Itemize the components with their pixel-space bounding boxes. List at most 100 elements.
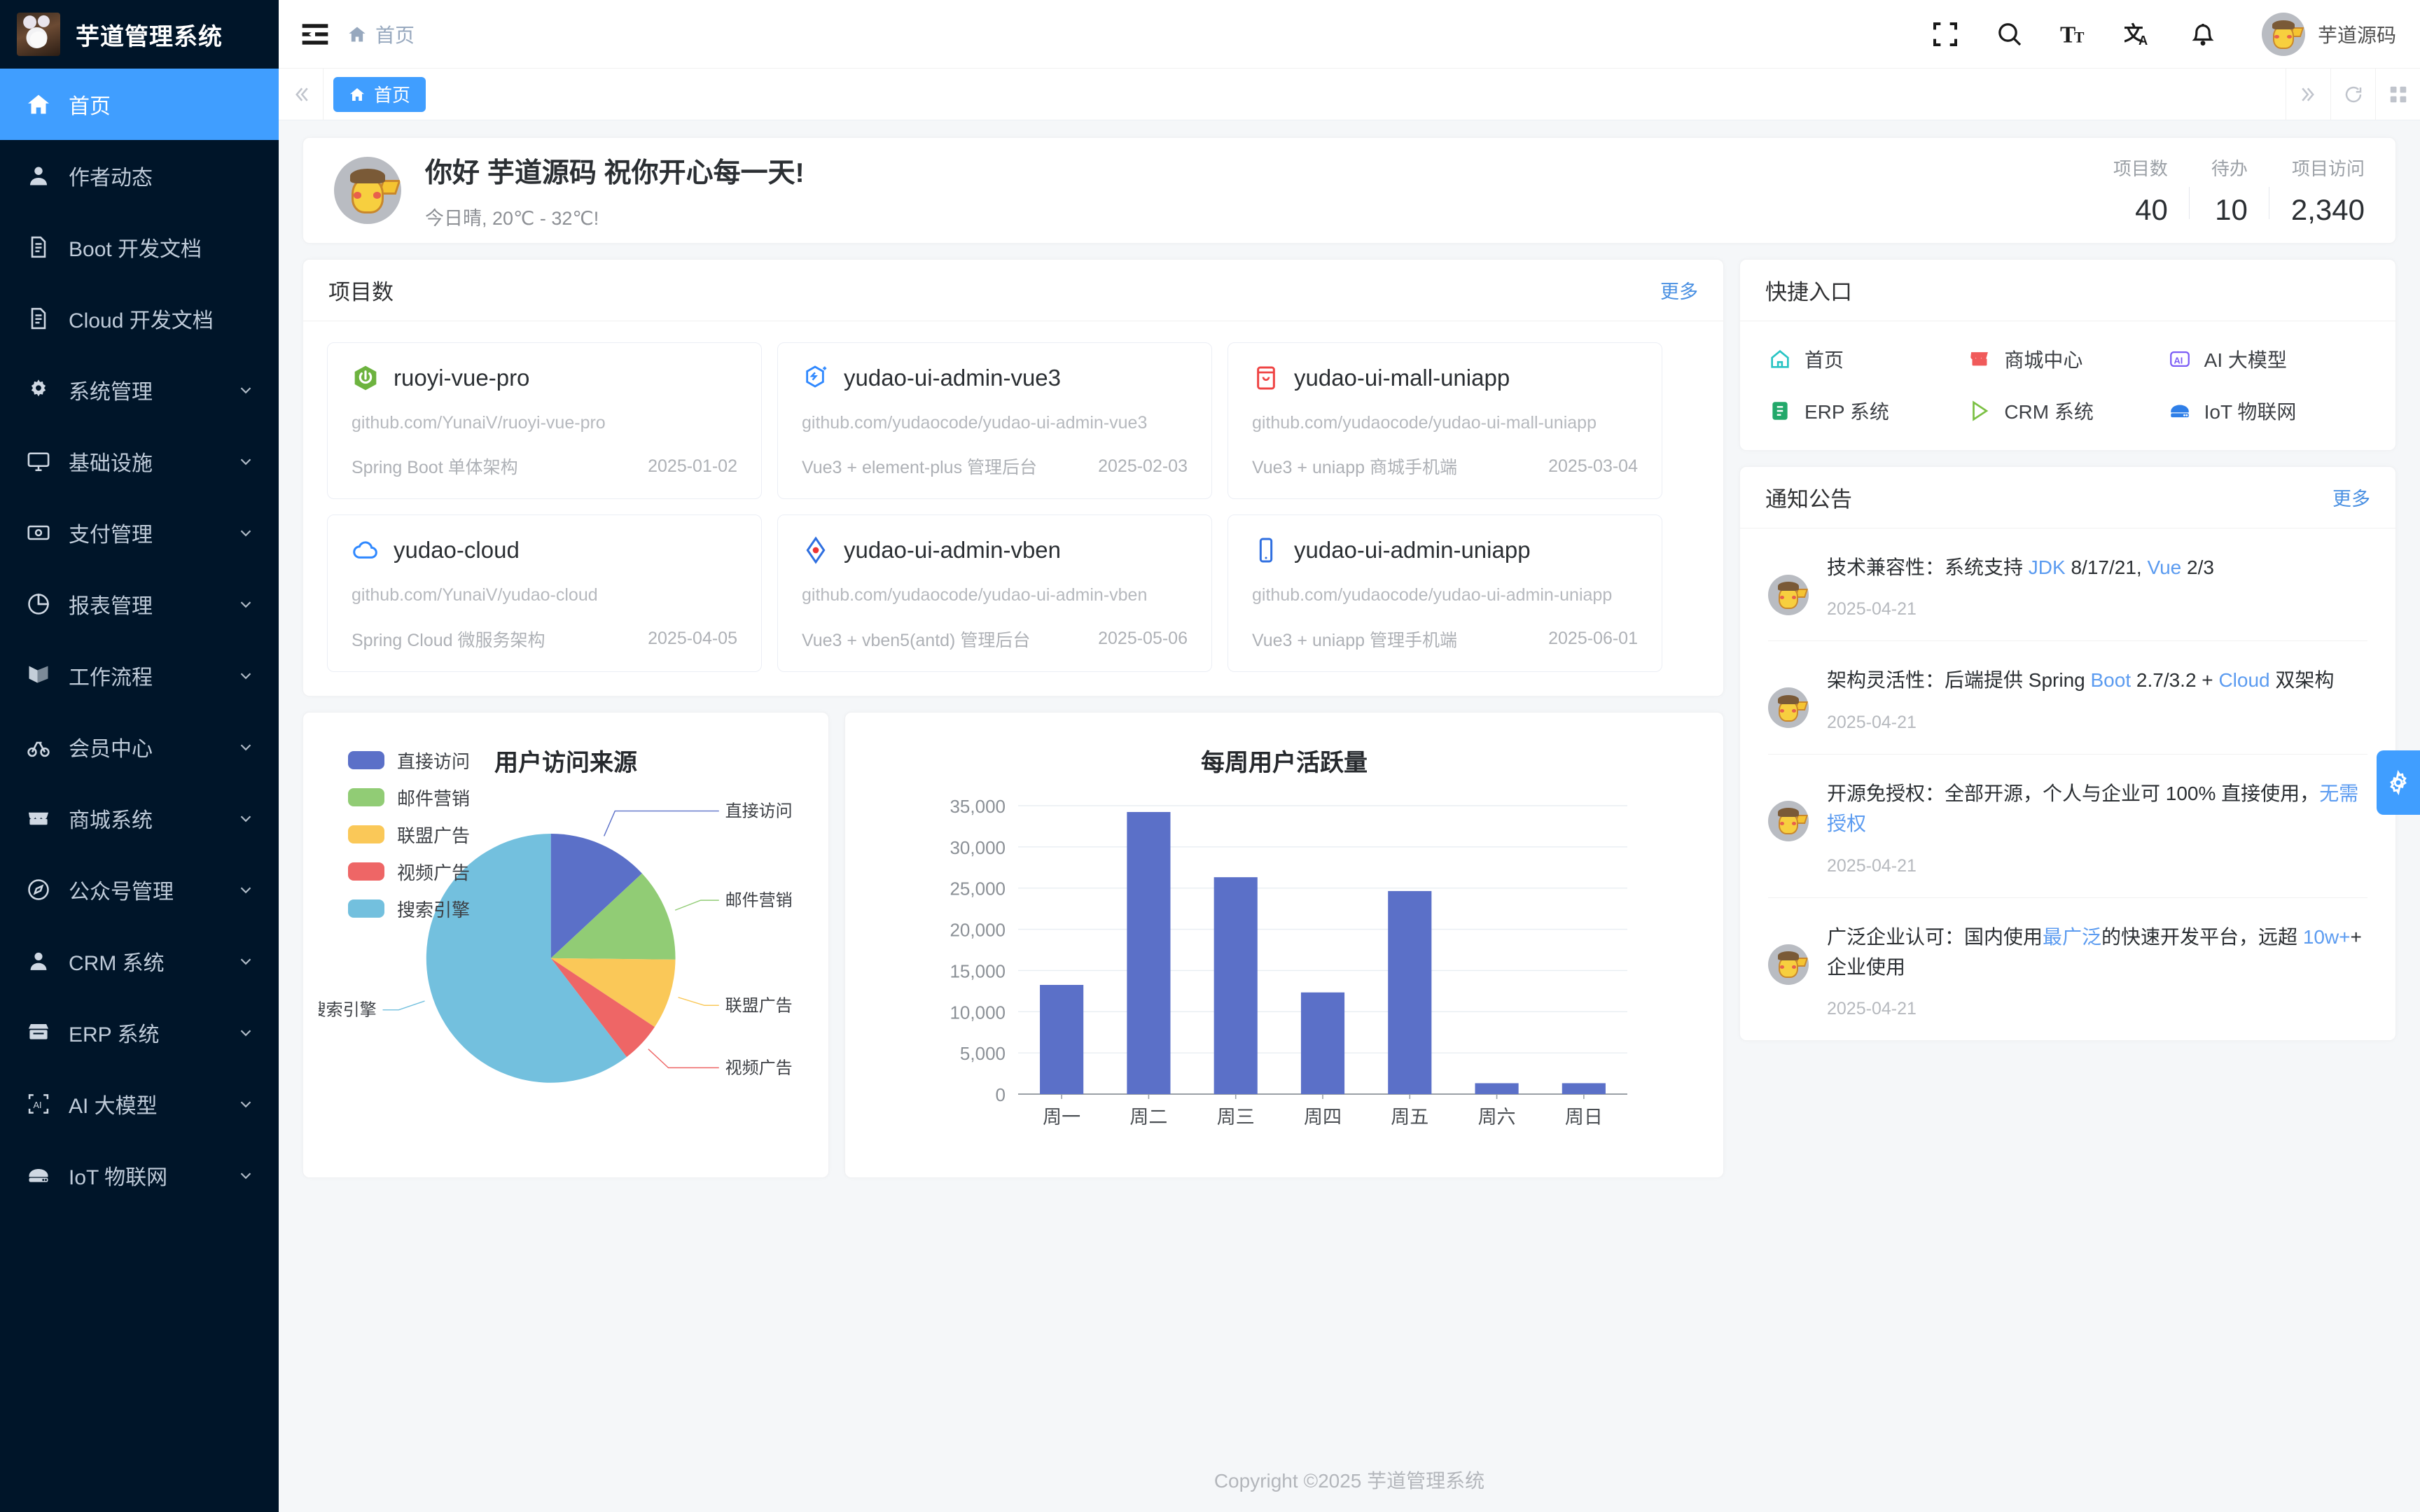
document-icon [24, 304, 53, 333]
notice-more-link[interactable]: 更多 [2332, 489, 2370, 510]
double-chevron-right-icon[interactable] [2286, 68, 2330, 120]
double-chevron-left-icon[interactable] [279, 68, 324, 120]
bell-icon[interactable] [2188, 19, 2218, 50]
chevron-down-icon [237, 738, 255, 756]
project-title-row: yudao-ui-admin-vue3 [802, 364, 1188, 392]
tab-1[interactable]: 首页 [333, 76, 426, 112]
quick-entry-label: ERP 系统 [1804, 401, 1889, 423]
document-icon [24, 232, 53, 262]
quick-entry-item[interactable]: ERP 系统 [1768, 397, 1968, 425]
hamburger-icon[interactable] [300, 19, 331, 50]
pie-leader-line [648, 1048, 719, 1068]
home-icon [24, 90, 53, 119]
sidebar-item-3[interactable]: Boot 开发文档 [0, 211, 279, 283]
pie-slice [550, 958, 655, 1057]
crm-green-icon [1968, 399, 1991, 423]
sidebar-item-12[interactable]: 公众号管理 [0, 854, 279, 925]
project-card[interactable]: yudao-cloud github.com/YunaiV/yudao-cloud… [327, 514, 762, 672]
sidebar-item-13[interactable]: CRM 系统 [0, 925, 279, 997]
app-title: 芋道管理系统 [76, 23, 223, 50]
legend-swatch [348, 899, 384, 918]
project-footer: Vue3 + uniapp 管理手机端 2025-06-01 [1252, 626, 1638, 652]
quick-entry-item[interactable]: 商城中心 [1968, 345, 2167, 373]
projects-card: 项目数 更多 ruoyi-vue-pro github.com/YunaiV/ru… [302, 259, 1724, 696]
bar [1040, 984, 1084, 1094]
pie-legend-item[interactable]: 搜索引擎 [348, 896, 470, 922]
sidebar-item-16[interactable]: IoT 物联网 [0, 1140, 279, 1211]
chevron-down-icon [237, 595, 255, 613]
refresh-icon[interactable] [2330, 68, 2375, 120]
notice-item[interactable]: 开源免授权：全部开源，个人与企业可 100% 直接使用，无需授权 2025-04-… [1768, 755, 2367, 898]
notice-title-text: 架构灵活性：后端提供 Spring Boot 2.7/3.2 + Cloud 双… [1827, 669, 2335, 692]
project-url: github.com/yudaocode/yudao-ui-admin-vben [802, 585, 1148, 606]
sidebar-item-label: 会员中心 [69, 738, 153, 761]
sidebar-item-14[interactable]: ERP 系统 [0, 997, 279, 1068]
quick-entry-item[interactable]: 首页 [1768, 345, 1968, 373]
search-icon[interactable] [1994, 19, 2025, 50]
notice-card: 通知公告 更多 技术兼容性：系统支持 JDK 8/17/21, Vue 2/3 2… [1739, 466, 2396, 1042]
quick-entry-item[interactable]: CRM 系统 [1968, 397, 2167, 425]
pie-legend-item[interactable]: 联盟广告 [348, 822, 470, 848]
user-menu[interactable]: 芋道源码 [2261, 12, 2396, 56]
sidebar-item-6[interactable]: 基础设施 [0, 426, 279, 497]
bar-chart-card: 每周用户活跃量 0 5,000 10,000 15,000 20,000 25,000 30… [844, 711, 1724, 1178]
quick-entry-item[interactable]: AI AI 大模型 [2168, 345, 2367, 373]
project-card[interactable]: yudao-ui-admin-uniapp github.com/yudaocod… [1228, 514, 1662, 672]
notice-item[interactable]: 技术兼容性：系统支持 JDK 8/17/21, Vue 2/3 2025-04-2… [1768, 528, 2367, 642]
sidebar-item-9[interactable]: 工作流程 [0, 640, 279, 711]
page-content: 你好 芋道源码 祝你开心每一天! 今日晴, 20℃ - 32℃! 项目数 40 待办… [279, 120, 2420, 1448]
tabs-list: 首页 [324, 76, 2286, 112]
pie-leader-line [674, 899, 719, 911]
settings-fab-button[interactable] [2377, 750, 2420, 815]
footer: Copyright ©2025 芋道管理系统 [279, 1448, 2420, 1512]
welcome-text: 你好 芋道源码 祝你开心每一天! 今日晴, 20℃ - 32℃! [425, 151, 805, 230]
sidebar-item-8[interactable]: 报表管理 [0, 568, 279, 640]
sidebar-item-4[interactable]: Cloud 开发文档 [0, 283, 279, 354]
bar-chart-canvas: 0 5,000 10,000 15,000 20,000 25,000 30,000 35,0… [950, 796, 1627, 1128]
sidebar-item-10[interactable]: 会员中心 [0, 711, 279, 783]
project-desc: Spring Cloud 微服务架构 [352, 630, 545, 650]
right-column: 快捷入口 首页 商城中心 AI AI 大模型 ERP 系统 CRM 系统 IoT 物联网 通… [1739, 259, 2396, 1042]
project-card[interactable]: ruoyi-vue-pro github.com/YunaiV/ruoyi-vue… [327, 342, 762, 500]
fullscreen-icon[interactable] [1930, 19, 1961, 50]
pie-legend-item[interactable]: 直接访问 [348, 748, 470, 774]
legend-label: 直接访问 [397, 750, 471, 772]
monitor-icon [24, 447, 53, 476]
sidebar-item-11[interactable]: 商城系统 [0, 783, 279, 854]
notice-item[interactable]: 广泛企业认可：国内使用最广泛的快速开发平台，远超 10w++ 企业使用 2025-… [1768, 898, 2367, 1041]
chevron-down-icon [237, 666, 255, 685]
projects-more-link[interactable]: 更多 [1660, 281, 1698, 302]
pie-slice-label: 直接访问 [725, 802, 793, 820]
sidebar-item-15[interactable]: AI AI 大模型 [0, 1068, 279, 1140]
x-axis-tick: 周三 [1217, 1107, 1255, 1128]
sidebar-logo[interactable]: 芋道管理系统 [0, 0, 279, 69]
quick-entry-item[interactable]: IoT 物联网 [2168, 397, 2367, 425]
project-name: yudao-cloud [394, 537, 520, 564]
notice-item[interactable]: 架构灵活性：后端提供 Spring Boot 2.7/3.2 + Cloud 双… [1768, 641, 2367, 755]
sidebar-item-2[interactable]: 作者动态 [0, 140, 279, 211]
project-card[interactable]: yudao-ui-mall-uniapp github.com/yudaocode… [1228, 342, 1662, 500]
sidebar-item-5[interactable]: 系统管理 [0, 354, 279, 426]
erp-green-icon [1768, 399, 1792, 423]
sidebar-item-label: Boot 开发文档 [69, 238, 202, 261]
grid-icon[interactable] [2375, 68, 2420, 120]
project-card[interactable]: yudao-ui-admin-vben github.com/yudaocode/… [777, 514, 1212, 672]
legend-label: 视频广告 [397, 862, 471, 883]
sidebar-item-1[interactable]: 首页 [0, 69, 279, 140]
flag-icon [24, 661, 53, 690]
bar [1300, 992, 1345, 1094]
sidebar-item-7[interactable]: 支付管理 [0, 497, 279, 568]
legend-swatch [348, 788, 384, 806]
pie-legend-item[interactable]: 视频广告 [348, 859, 470, 885]
project-title-row: yudao-ui-admin-uniapp [1252, 536, 1638, 564]
pie-legend-item[interactable]: 邮件营销 [348, 785, 470, 811]
notice-date: 2025-04-21 [1827, 855, 1917, 876]
breadcrumb[interactable]: 首页 [347, 20, 415, 48]
stat-value: 40 [2135, 192, 2168, 226]
shop-icon [24, 804, 53, 833]
x-axis-tick: 周四 [1304, 1107, 1342, 1128]
project-card[interactable]: yudao-ui-admin-vue3 github.com/yudaocode/… [777, 342, 1212, 500]
welcome-weather: 今日晴, 20℃ - 32℃! [425, 207, 599, 229]
